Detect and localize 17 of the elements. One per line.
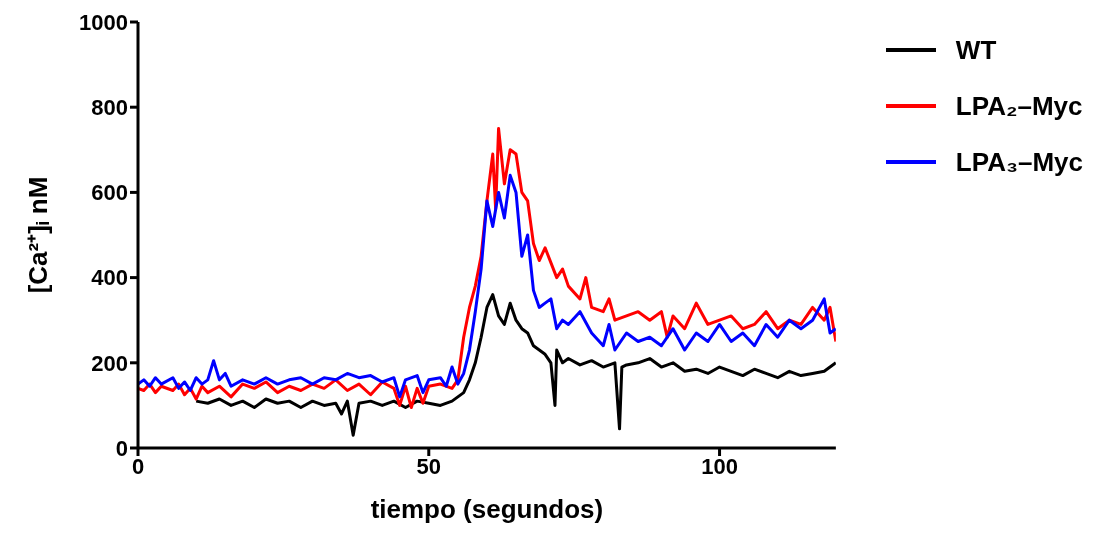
y-tick-label: 200: [91, 350, 128, 376]
x-axis-title: tiempo (segundos): [370, 494, 604, 524]
x-tick-label: 50: [416, 453, 442, 479]
y-axis-title: [Ca²⁺]ᵢ nM: [23, 176, 54, 294]
y-tick-label: 400: [91, 265, 128, 291]
legend-label: WT: [955, 34, 997, 66]
x-tick-label: 0: [131, 453, 145, 479]
line-series: [138, 173, 836, 399]
y-tick-label: 800: [91, 95, 128, 121]
legend-label: LPA₃–Myc: [955, 146, 1083, 178]
y-tick-label: 0: [115, 435, 128, 461]
x-tick-label: 100: [701, 453, 738, 479]
line-series: [194, 293, 836, 437]
y-tick-label: 600: [91, 180, 128, 206]
y-tick-label: 1000: [79, 9, 128, 35]
line-series: [138, 127, 836, 410]
legend-label: LPA₂–Myc: [955, 90, 1083, 122]
